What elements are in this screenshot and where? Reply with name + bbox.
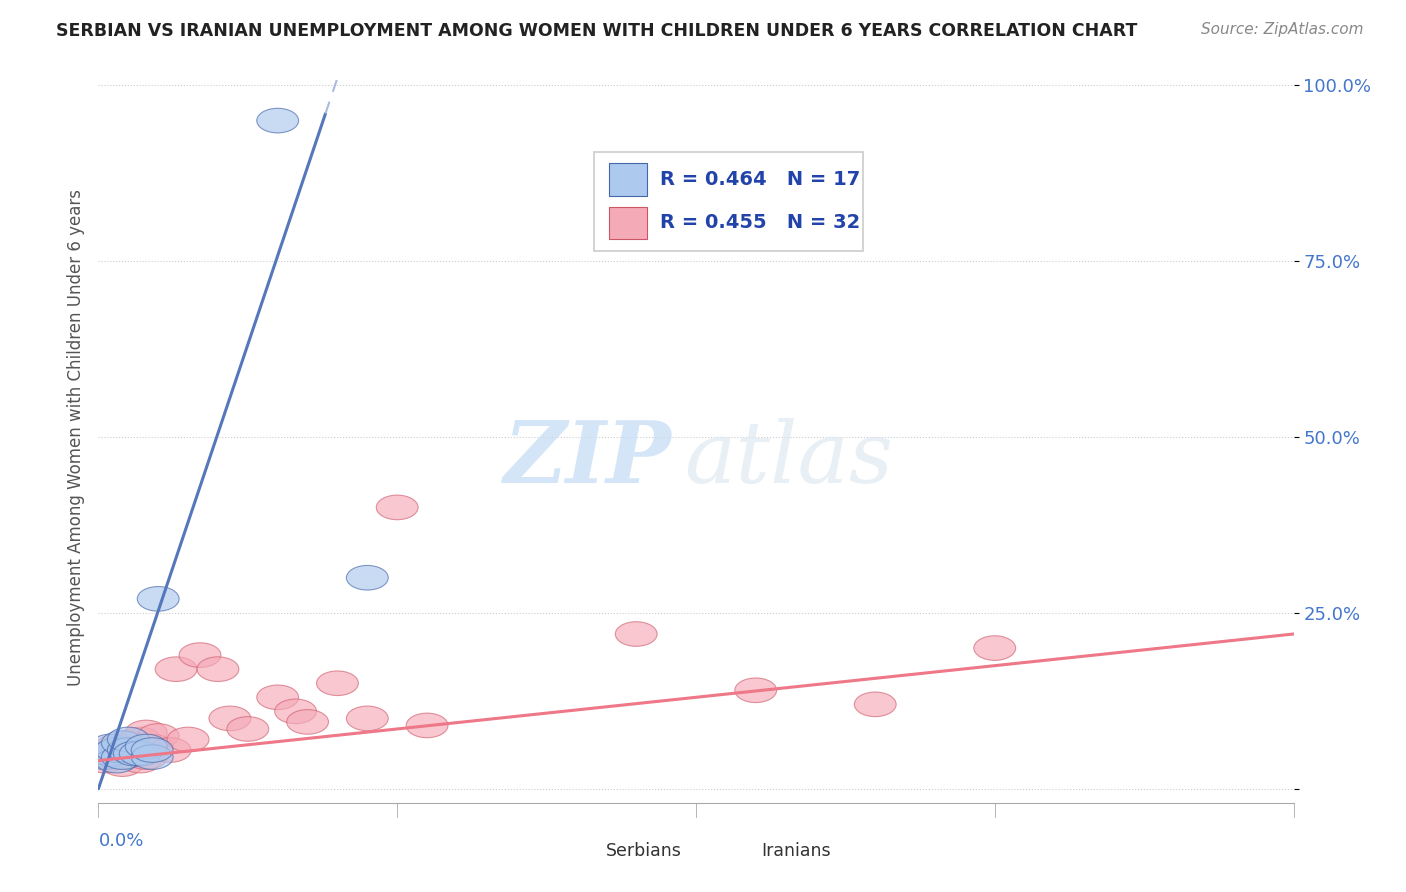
Text: Iranians: Iranians xyxy=(762,842,831,860)
Ellipse shape xyxy=(179,643,221,667)
FancyBboxPatch shape xyxy=(595,152,863,251)
Text: SERBIAN VS IRANIAN UNEMPLOYMENT AMONG WOMEN WITH CHILDREN UNDER 6 YEARS CORRELAT: SERBIAN VS IRANIAN UNEMPLOYMENT AMONG WO… xyxy=(56,22,1137,40)
Ellipse shape xyxy=(125,734,167,759)
Ellipse shape xyxy=(257,108,298,133)
Ellipse shape xyxy=(735,678,776,703)
Ellipse shape xyxy=(107,727,149,752)
Ellipse shape xyxy=(316,671,359,696)
Ellipse shape xyxy=(131,734,173,759)
Text: R = 0.464   N = 17: R = 0.464 N = 17 xyxy=(661,170,860,189)
Ellipse shape xyxy=(138,723,179,748)
Ellipse shape xyxy=(96,738,138,763)
Text: atlas: atlas xyxy=(685,417,893,500)
Bar xyxy=(609,207,647,239)
Ellipse shape xyxy=(257,685,298,710)
Bar xyxy=(565,841,598,862)
Ellipse shape xyxy=(83,748,125,772)
Text: Serbians: Serbians xyxy=(606,842,682,860)
Ellipse shape xyxy=(125,720,167,745)
Ellipse shape xyxy=(101,731,143,756)
Ellipse shape xyxy=(274,699,316,723)
Ellipse shape xyxy=(209,706,250,731)
Ellipse shape xyxy=(974,636,1015,660)
Text: ZIP: ZIP xyxy=(505,417,672,500)
Ellipse shape xyxy=(90,734,131,759)
Ellipse shape xyxy=(616,622,657,647)
Ellipse shape xyxy=(90,741,131,766)
Ellipse shape xyxy=(96,745,138,770)
Ellipse shape xyxy=(125,745,167,770)
Ellipse shape xyxy=(197,657,239,681)
Text: R = 0.455   N = 32: R = 0.455 N = 32 xyxy=(661,213,860,233)
Ellipse shape xyxy=(149,738,191,763)
Ellipse shape xyxy=(107,731,149,756)
Ellipse shape xyxy=(90,741,131,766)
Ellipse shape xyxy=(101,745,143,770)
Ellipse shape xyxy=(114,738,155,763)
Ellipse shape xyxy=(855,692,896,716)
Ellipse shape xyxy=(131,738,173,763)
Ellipse shape xyxy=(120,741,162,766)
Ellipse shape xyxy=(155,657,197,681)
Ellipse shape xyxy=(346,566,388,590)
Bar xyxy=(720,841,754,862)
Ellipse shape xyxy=(406,713,449,738)
Ellipse shape xyxy=(226,716,269,741)
Ellipse shape xyxy=(138,587,179,611)
Y-axis label: Unemployment Among Women with Children Under 6 years: Unemployment Among Women with Children U… xyxy=(66,188,84,686)
Ellipse shape xyxy=(83,745,125,770)
Ellipse shape xyxy=(131,745,173,770)
Ellipse shape xyxy=(114,741,155,766)
Ellipse shape xyxy=(346,706,388,731)
Ellipse shape xyxy=(107,738,149,763)
Ellipse shape xyxy=(96,748,138,772)
Text: Source: ZipAtlas.com: Source: ZipAtlas.com xyxy=(1201,22,1364,37)
Ellipse shape xyxy=(287,710,329,734)
Bar xyxy=(609,163,647,195)
Ellipse shape xyxy=(101,752,143,776)
Ellipse shape xyxy=(377,495,418,520)
Ellipse shape xyxy=(120,748,162,772)
Ellipse shape xyxy=(107,741,149,766)
Text: 0.0%: 0.0% xyxy=(98,832,143,850)
Ellipse shape xyxy=(167,727,209,752)
Ellipse shape xyxy=(120,727,162,752)
Ellipse shape xyxy=(96,734,138,759)
